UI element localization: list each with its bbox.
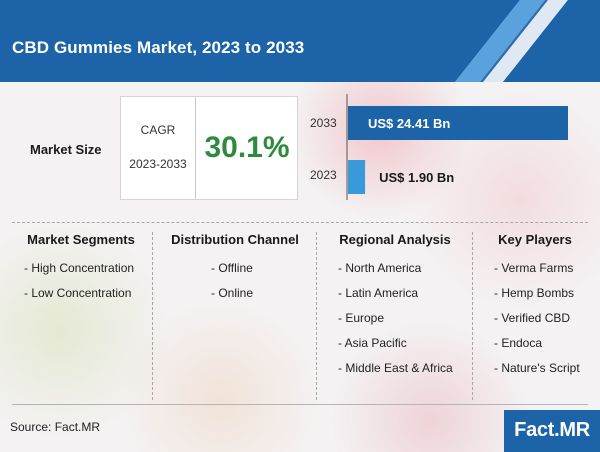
regional-analysis-title: Regional Analysis (339, 232, 451, 247)
market-size-label: Market Size (30, 142, 102, 157)
list-item: - Asia Pacific (338, 336, 407, 350)
column-separator (316, 232, 317, 400)
list-item: - Verified CBD (494, 311, 571, 325)
year-tick-2023: 2023 (310, 168, 337, 182)
market-segments-column: Market Segments - High Concentration - L… (14, 232, 148, 404)
page-title: CBD Gummies Market, 2023 to 2033 (12, 38, 305, 57)
list-item: - Europe (338, 311, 385, 325)
list-item: - Verma Farms (494, 261, 574, 275)
list-item: - Latin America (338, 286, 419, 300)
factmr-logo: Fact.MR (504, 410, 600, 452)
list-item: - Online (211, 286, 254, 300)
footer-divider (12, 404, 588, 405)
header-shape (0, 0, 600, 82)
market-segments-title: Market Segments (27, 232, 135, 247)
bar-group-2023: 2023 US$ 1.90 Bn (310, 160, 454, 194)
year-tick-2033: 2033 (310, 116, 337, 130)
market-segments-list: - High Concentration - Low Concentration (14, 260, 148, 310)
cagr-value: 30.1% (204, 131, 290, 164)
column-separator (152, 232, 153, 400)
cagr-divider (195, 97, 196, 199)
list-item: - Hemp Bombs (494, 286, 575, 300)
list-item: - Low Concentration (24, 286, 132, 300)
logo-text: Fact.MR (514, 419, 590, 441)
source-note: Source: Fact.MR (10, 420, 101, 434)
cagr-box: CAGR 2023-2033 30.1% (120, 96, 298, 200)
list-item: - North America (338, 261, 422, 275)
regional-analysis-list: - North America - Latin America - Europe… (320, 260, 470, 385)
regional-analysis-column: Regional Analysis - North America - Lati… (320, 232, 470, 404)
bar-2023 (348, 160, 366, 194)
key-players-column: Key Players - Verma Farms - Hemp Bombs -… (476, 232, 594, 404)
key-players-list: - Verma Farms - Hemp Bombs - Verified CB… (476, 260, 594, 385)
bar-value-label-2033: US$ 24.41 Bn (368, 116, 450, 131)
list-item: - High Concentration (24, 261, 135, 275)
list-item: - Endoca (494, 336, 543, 350)
list-item: - Middle East & Africa (338, 361, 453, 375)
bar-value-label-2023: US$ 1.90 Bn (379, 170, 454, 185)
header-banner: CBD Gummies Market, 2023 to 2033 (0, 0, 600, 82)
distribution-channel-list: - Offline - Online (156, 260, 314, 310)
bar-2033 (348, 106, 568, 140)
cagr-label: CAGR (140, 123, 176, 137)
bar-group-2033: 2033 US$ 24.41 Bn (310, 106, 568, 140)
cagr-period: 2023-2033 (129, 157, 187, 171)
market-size-bar-chart: 2033 US$ 24.41 Bn 2023 US$ 1.90 Bn (310, 94, 568, 200)
key-players-title: Key Players (498, 232, 572, 247)
section-divider (12, 222, 588, 223)
distribution-channel-column: Distribution Channel - Offline - Online (156, 232, 314, 404)
list-item: - Offline (211, 261, 253, 275)
list-item: - Nature's Script (494, 361, 580, 375)
column-separator (472, 232, 473, 400)
distribution-channel-title: Distribution Channel (171, 232, 299, 247)
